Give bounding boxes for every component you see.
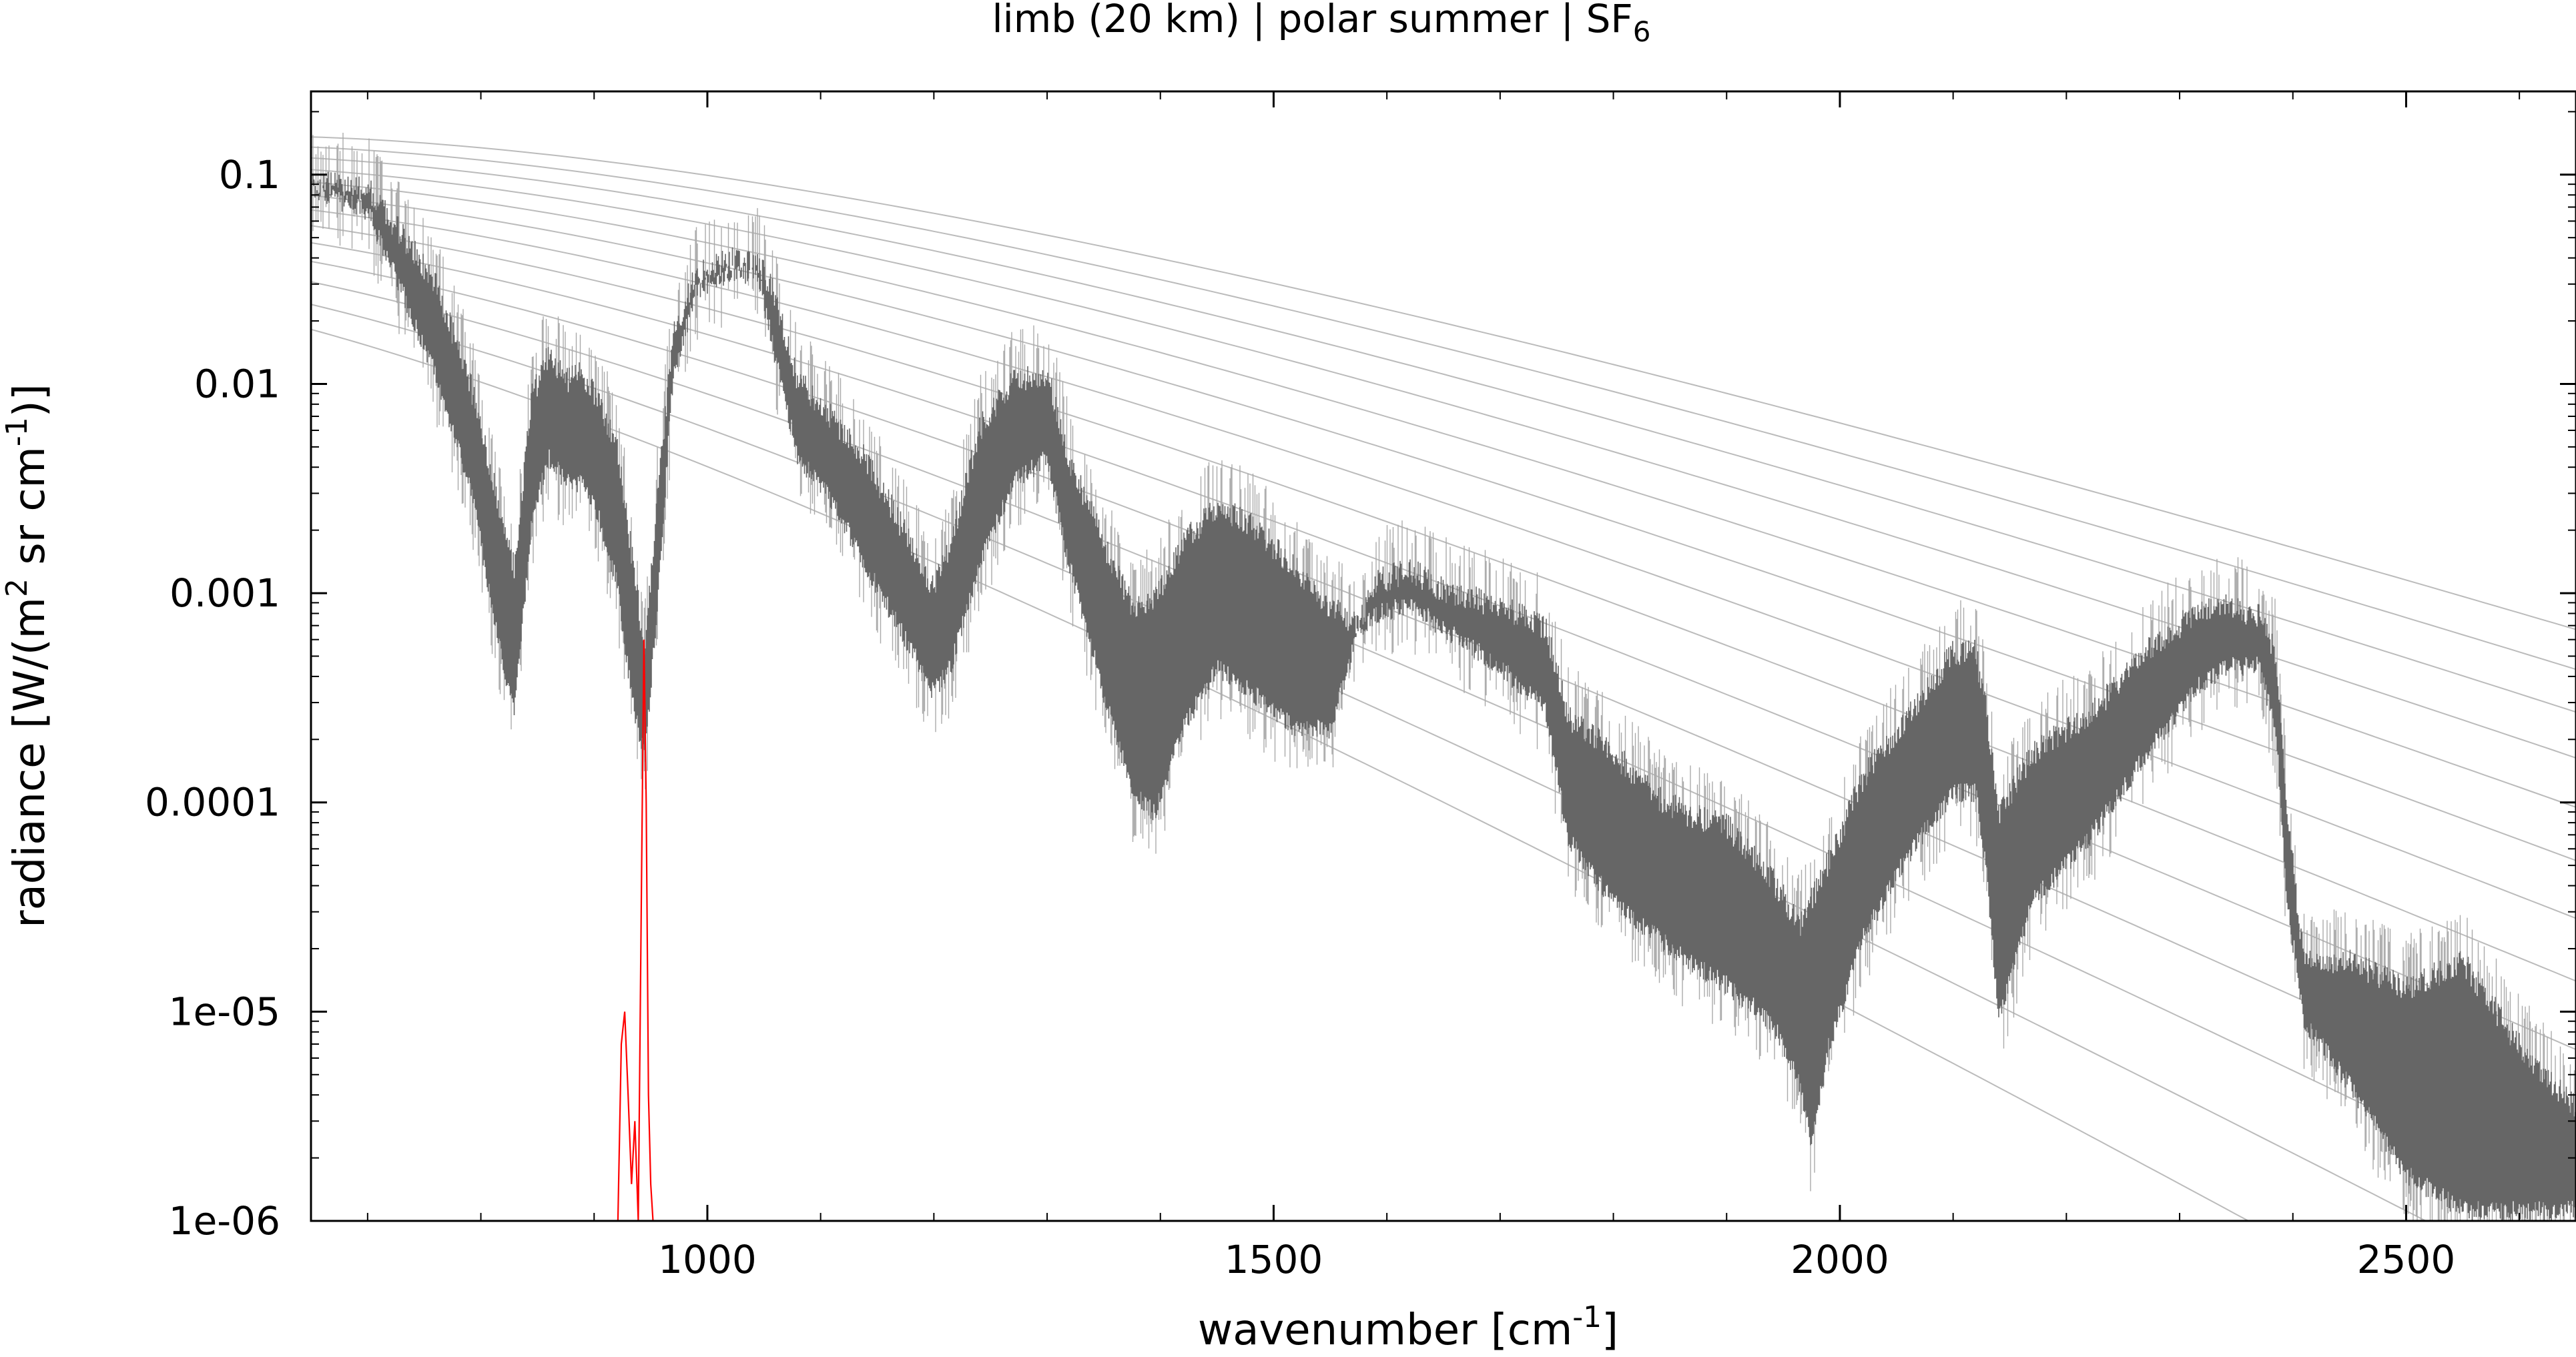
x-tick-label: 2500 — [2357, 1237, 2456, 1282]
plot-area — [311, 133, 2576, 1221]
planck-curve — [311, 146, 2576, 670]
x-tick-label: 1000 — [658, 1237, 757, 1282]
planck-curve — [311, 195, 2576, 861]
y-tick-label: 1e-06 — [169, 1198, 280, 1244]
y-tick-label: 0.0001 — [145, 780, 280, 825]
x-tick-label: 1500 — [1225, 1237, 1323, 1282]
y-tick-label: 1e-05 — [169, 989, 280, 1034]
planck-curve — [311, 181, 2576, 808]
y-tick-label: 0.01 — [194, 361, 280, 406]
planck-curve — [311, 260, 2576, 1125]
planck-curve — [311, 209, 2576, 919]
planck-curve — [311, 304, 2428, 1221]
spectrum-band — [311, 171, 2576, 1221]
planck-curve — [311, 328, 2250, 1221]
planck-curve — [311, 281, 2576, 1208]
x-axis-ticks: 1000 1500 2000 2500 — [366, 91, 2521, 1282]
y-axis-ticks: 0.1 0.01 0.001 0.0001 1e-05 1e-06 — [145, 111, 2576, 1244]
sf6-radiance-trace — [617, 639, 654, 1221]
chart-title-subscript: 6 — [1633, 15, 1651, 48]
x-axis-label: wavenumber [cm-1] — [1198, 1300, 1618, 1355]
chart-title: limb (20 km) | polar summer | SF6 — [992, 0, 1650, 48]
y-axis-label: radiance [W/(m2 sr cm-1)] — [0, 384, 55, 927]
spectrum-fine-lines — [312, 133, 2575, 1221]
y-tick-label: 0.001 — [170, 570, 280, 616]
y-tick-label: 0.1 — [219, 152, 280, 197]
x-tick-label: 2000 — [1791, 1237, 1889, 1282]
sf6-line — [617, 639, 654, 1221]
planck-curve — [311, 136, 2576, 630]
planck-curve — [311, 157, 2576, 713]
total-radiance-spectrum — [311, 133, 2576, 1221]
